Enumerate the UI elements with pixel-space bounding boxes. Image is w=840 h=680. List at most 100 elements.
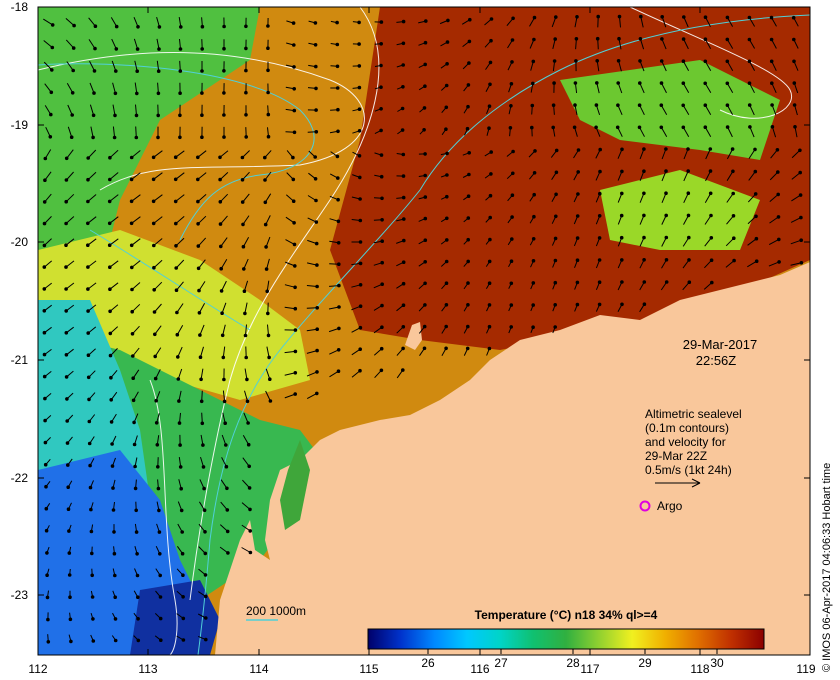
velocity-arrowhead [268,399,273,403]
velocity-arrowhead [487,346,492,351]
velocity-arrowhead [64,243,68,247]
velocity-arrowhead [48,135,53,139]
velocity-arrowhead [732,236,736,240]
velocity-arrowhead [64,331,69,335]
velocity-arrowhead [87,397,91,402]
velocity-arrowhead [67,573,72,577]
velocity-arrowhead [401,85,405,89]
velocity-arrowhead [511,149,515,154]
velocity-arrow [198,281,206,291]
velocity-arrowhead [108,155,112,160]
velocity-arrowhead [725,81,730,86]
velocity-arrowhead [358,261,363,266]
velocity-arrow [175,216,185,224]
lon-tick-label: 117 [580,662,599,676]
scale-arrow-icon [655,478,701,488]
velocity-arrow [175,194,185,202]
velocity-arrow [221,280,227,292]
velocity-arrowhead [108,177,112,182]
peninsula-shadow [280,440,310,530]
velocity-arrowhead [181,638,186,642]
velocity-arrowhead [401,368,405,372]
velocity-arrowhead [357,20,361,25]
velocity-arrowhead [132,442,137,447]
velocity-arrow [749,126,755,138]
velocity-arrowhead [769,15,774,20]
velocity-arrowhead [423,173,428,178]
velocity-arrow [200,346,204,358]
deep-blue-patch [130,580,220,655]
velocity-arrowhead [314,86,318,91]
timestamp-date: 29-Mar-2017 [683,337,757,352]
velocity-arrowhead [510,60,514,64]
velocity-arrowhead [240,200,245,204]
lon-tick-label: 118 [690,662,709,676]
velocity-arrowhead [709,236,714,240]
velocity-arrowhead [358,218,363,223]
colorbar-swatch [367,628,765,650]
velocity-arrow [65,39,75,49]
velocity-arrowhead [335,20,339,25]
velocity-arrowhead [263,178,267,182]
velocity-arrowhead [686,169,691,173]
velocity-arrowhead [358,347,363,352]
velocity-arrowhead [313,21,318,25]
velocity-arrow [153,194,163,202]
velocity-arrowhead [336,197,340,202]
velocity-arrowhead [770,103,774,107]
velocity-arrowhead [313,43,318,47]
velocity-arrowhead [113,91,118,96]
velocity-arrowhead [488,60,493,65]
velocity-arrow [134,82,138,94]
velocity-arrowhead [241,222,245,227]
velocity-arrow [619,16,621,28]
velocity-arrowhead [620,302,624,307]
velocity-arrowhead [42,243,47,248]
velocity-arrowhead [154,398,158,403]
velocity-arrowhead [178,69,183,73]
velocity-arrowhead [220,311,224,316]
velocity-arrow [199,324,205,336]
velocity-arrow [770,149,778,159]
lon-tick-label: 119 [796,662,815,676]
velocity-arrowhead [292,43,296,47]
velocity-arrowhead [222,91,226,95]
velocity-arrowhead [769,59,774,64]
velocity-arrowhead [86,265,90,269]
velocity-arrowhead [222,113,226,117]
velocity-arrowhead [154,421,159,425]
velocity-arrowhead [576,170,581,174]
velocity-arrowhead [243,333,248,338]
velocity-arrowhead [200,113,204,117]
velocity-arrowhead [357,64,362,68]
velocity-arrowhead [42,330,47,335]
velocity-arrow [135,126,137,138]
velocity-arrowhead [136,595,140,600]
velocity-arrowhead [444,346,448,351]
velocity-arrowhead [111,508,116,512]
velocity-arrowhead [575,14,579,19]
velocity-arrowhead [682,15,686,19]
velocity-arrowhead [156,69,161,73]
colorbar-tick: 27 [494,656,508,670]
velocity-arrowhead [642,235,646,240]
velocity-arrowhead [50,23,55,27]
velocity-arrowhead [358,197,362,201]
velocity-arrowhead [747,59,752,64]
velocity-arrowhead [203,573,208,577]
velocity-arrowhead [247,486,252,490]
velocity-arrow [222,346,226,358]
velocity-arrowhead [423,238,428,242]
velocity-arrow [135,104,137,116]
velocity-arrowhead [401,260,406,265]
velocity-arrowhead [196,199,200,204]
velocity-arrowhead [489,150,494,154]
velocity-arrowhead [246,421,250,425]
velocity-arrowhead [642,302,647,307]
velocity-arrowhead [292,87,297,91]
velocity-arrowhead [223,421,227,426]
velocity-arrowhead [136,638,141,643]
velocity-arrowhead [245,399,250,404]
velocity-arrowhead [68,595,72,600]
